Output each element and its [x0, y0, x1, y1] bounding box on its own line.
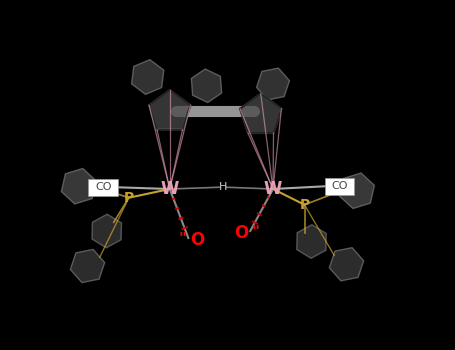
Text: CO: CO — [331, 181, 348, 191]
Text: P: P — [124, 191, 134, 205]
Polygon shape — [149, 90, 190, 130]
Polygon shape — [131, 60, 164, 94]
Polygon shape — [92, 214, 121, 248]
Polygon shape — [71, 250, 105, 282]
Polygon shape — [339, 173, 374, 209]
Text: W: W — [264, 180, 282, 198]
Polygon shape — [329, 248, 364, 281]
FancyBboxPatch shape — [324, 178, 354, 195]
Text: CO: CO — [95, 182, 111, 192]
Polygon shape — [297, 225, 326, 258]
FancyBboxPatch shape — [88, 179, 118, 196]
Text: ": " — [178, 232, 187, 247]
Text: ": " — [252, 225, 260, 240]
Text: P: P — [299, 198, 309, 212]
Text: W: W — [161, 180, 179, 198]
Text: O: O — [190, 231, 204, 249]
Text: H: H — [219, 182, 227, 192]
Polygon shape — [257, 68, 289, 100]
Polygon shape — [61, 168, 96, 204]
Text: O: O — [234, 224, 248, 242]
Polygon shape — [192, 69, 222, 103]
Polygon shape — [240, 94, 281, 133]
